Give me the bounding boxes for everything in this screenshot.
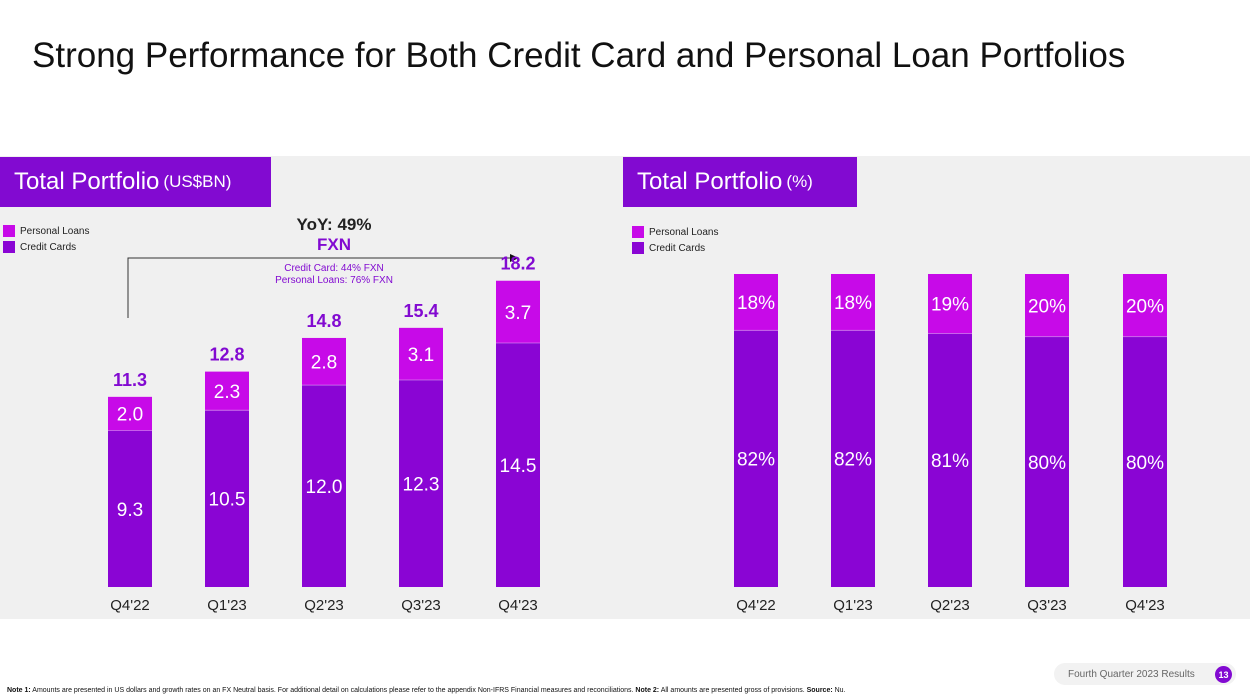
bar-personal-loans	[496, 280, 540, 343]
yoy-credit-card-growth: Credit Card: 44% FXN	[284, 263, 384, 274]
total-label: 11.3	[113, 370, 147, 390]
bar-personal-loans	[831, 274, 875, 331]
bar-personal-loans	[205, 371, 249, 411]
bar-personal-loans	[399, 327, 443, 381]
note2-label: Note 2:	[635, 687, 660, 694]
bar-credit-cards	[734, 330, 778, 587]
data-label-credit-cards: 10.5	[209, 490, 246, 511]
total-label: 12.8	[209, 345, 244, 365]
data-label-personal-loans: 19%	[931, 295, 969, 316]
yoy-personal-loans-growth: Personal Loans: 76% FXN	[275, 275, 393, 286]
x-tick-label: Q1'23	[207, 597, 247, 614]
yoy-fxn-label: FXN	[317, 235, 351, 254]
bar-personal-loans	[108, 396, 152, 431]
bar-credit-cards	[1123, 336, 1167, 587]
legend-swatch-personal-loans	[3, 225, 15, 237]
data-label-credit-cards: 82%	[834, 450, 872, 471]
data-label-personal-loans: 18%	[737, 293, 775, 314]
bar-credit-cards	[928, 333, 972, 587]
legend-item-personal-loans: Personal Loans	[3, 223, 90, 239]
data-label-credit-cards: 81%	[931, 451, 969, 472]
x-tick-label: Q1'23	[833, 597, 873, 614]
legend-label: Credit Cards	[20, 241, 77, 253]
legend-swatch-credit-cards	[632, 242, 644, 254]
bar-credit-cards	[399, 380, 443, 587]
right-chart-title: Total Portfolio	[637, 168, 783, 195]
data-label-credit-cards: 14.5	[500, 456, 537, 477]
bar-personal-loans	[734, 274, 778, 331]
x-tick-label: Q4'23	[1125, 597, 1165, 614]
page-title: Strong Performance for Both Credit Card …	[32, 36, 1126, 75]
deck-footer-pill: Fourth Quarter 2023 Results 13	[1054, 663, 1236, 685]
bar-credit-cards	[496, 342, 540, 587]
x-tick-label: Q3'23	[1027, 597, 1067, 614]
source-label: Source:	[806, 687, 833, 694]
bar-personal-loans	[928, 274, 972, 334]
total-label: 14.8	[306, 311, 341, 331]
legend-label: Personal Loans	[649, 226, 719, 238]
bar-credit-cards	[302, 385, 346, 587]
data-label-personal-loans: 2.0	[117, 405, 143, 426]
footnote: Note 1: Amounts are presented in US doll…	[7, 687, 846, 694]
x-tick-label: Q4'22	[736, 597, 776, 614]
legend-swatch-personal-loans	[632, 226, 644, 238]
bar-credit-cards	[205, 410, 249, 587]
data-label-credit-cards: 9.3	[117, 500, 143, 521]
left-chart-legend: Personal Loans Credit Cards	[3, 223, 90, 255]
legend-swatch-credit-cards	[3, 241, 15, 253]
data-label-personal-loans: 20%	[1126, 296, 1164, 317]
legend-item-personal-loans: Personal Loans	[632, 224, 719, 240]
right-chart-header: Total Portfolio (%)	[623, 157, 857, 207]
x-tick-label: Q2'23	[304, 597, 344, 614]
deck-label: Fourth Quarter 2023 Results	[1068, 668, 1195, 680]
bar-credit-cards	[831, 330, 875, 587]
data-label-personal-loans: 18%	[834, 293, 872, 314]
data-label-personal-loans: 3.7	[505, 303, 531, 324]
data-label-personal-loans: 3.1	[408, 345, 434, 366]
data-label-credit-cards: 82%	[737, 450, 775, 471]
x-tick-label: Q3'23	[401, 597, 441, 614]
x-tick-label: Q4'23	[498, 597, 538, 614]
yoy-bracket-line	[127, 257, 513, 318]
total-label: 18.2	[500, 254, 535, 274]
right-chart-legend: Personal Loans Credit Cards	[632, 224, 719, 256]
legend-item-credit-cards: Credit Cards	[632, 240, 719, 256]
data-label-credit-cards: 80%	[1028, 453, 1066, 474]
right-chart-unit: (%)	[786, 172, 813, 191]
note1-label: Note 1:	[7, 687, 31, 694]
source-text: Nu.	[832, 687, 846, 694]
left-chart-title: Total Portfolio	[14, 168, 160, 195]
note1-text: Amounts are presented in US dollars and …	[30, 687, 636, 694]
data-label-personal-loans: 2.3	[214, 382, 240, 403]
bar-personal-loans	[302, 337, 346, 386]
data-label-personal-loans: 2.8	[311, 353, 337, 374]
data-label-credit-cards: 12.0	[306, 477, 343, 498]
bar-credit-cards	[1025, 336, 1069, 587]
data-label-credit-cards: 12.3	[403, 475, 440, 496]
yoy-arrow-head-icon	[510, 254, 519, 262]
yoy-annotation: YoY: 49% FXN Credit Card: 44% FXN Person…	[269, 215, 399, 287]
legend-label: Credit Cards	[649, 242, 706, 254]
page-number: 13	[1215, 666, 1232, 683]
x-tick-label: Q4'22	[110, 597, 150, 614]
bar-personal-loans	[1025, 274, 1069, 337]
left-chart-header: Total Portfolio (US$BN)	[0, 157, 271, 207]
legend-label: Personal Loans	[20, 225, 90, 237]
left-chart-unit: (US$BN)	[163, 172, 232, 191]
note2-text: All amounts are presented gross of provi…	[659, 687, 807, 694]
bar-credit-cards	[108, 430, 152, 587]
legend-item-credit-cards: Credit Cards	[3, 239, 90, 255]
x-tick-label: Q2'23	[930, 597, 970, 614]
data-label-credit-cards: 80%	[1126, 453, 1164, 474]
bar-personal-loans	[1123, 274, 1167, 337]
data-label-personal-loans: 20%	[1028, 296, 1066, 317]
total-label: 15.4	[403, 301, 438, 321]
yoy-growth-label: YoY: 49%	[296, 215, 372, 234]
